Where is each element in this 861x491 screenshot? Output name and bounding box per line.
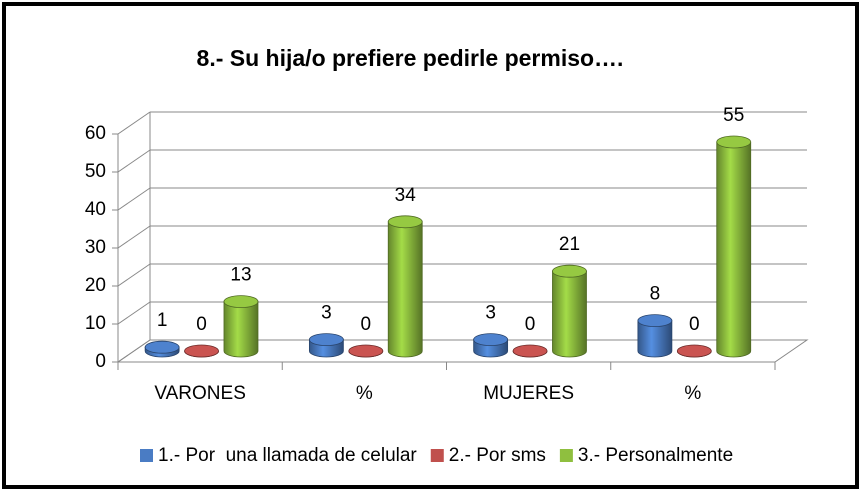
cylinder [308, 333, 344, 358]
x-tick-label: VARONES [154, 383, 246, 404]
cylinder [348, 344, 384, 358]
cylinder [716, 135, 752, 358]
data-label: 21 [559, 234, 580, 255]
data-label: 3 [485, 303, 496, 324]
cylinder [144, 340, 180, 358]
legend-label: 1.- Por una llamada de celular [158, 445, 417, 466]
data-label: 0 [196, 314, 207, 335]
cylinder [473, 333, 509, 358]
cylinder-top [184, 344, 219, 358]
grid-line-side [117, 339, 151, 363]
cylinder-top [676, 344, 712, 358]
y-tick-label: 30 [85, 237, 106, 258]
data-label: 55 [723, 105, 744, 126]
cylinder [184, 344, 219, 358]
data-label: 34 [395, 185, 417, 206]
legend-swatch [559, 449, 573, 462]
cylinder-top [637, 314, 673, 328]
chart-title: 8.- Su hija/o prefiere pedirle permiso…. [197, 45, 624, 71]
legend-swatch [140, 449, 153, 462]
legend-swatch [430, 449, 444, 462]
grid-line-side [117, 187, 151, 211]
y-tick-label: 50 [85, 161, 106, 182]
data-label: 3 [321, 303, 332, 324]
cylinder [387, 215, 423, 358]
legend-label: 2.- Por sms [449, 445, 546, 466]
cylinder-body [223, 301, 259, 358]
cylinder-top [144, 340, 180, 354]
x-tick-label: % [684, 383, 701, 404]
grid-line-side [117, 263, 151, 287]
cylinder-top [552, 264, 587, 278]
cylinder-body [716, 141, 752, 358]
cylinder-top [512, 344, 548, 358]
y-tick-label: 10 [85, 313, 106, 334]
cylinder-body [637, 320, 673, 358]
y-tick-label: 20 [85, 275, 106, 296]
cylinder [223, 295, 259, 358]
data-label: 13 [230, 265, 251, 286]
cylinder-body [552, 270, 587, 358]
cylinder [512, 344, 548, 358]
y-tick-label: 60 [85, 123, 106, 144]
y-tick-label: 40 [85, 199, 106, 220]
grid-line-side [117, 225, 151, 249]
x-tick-label: % [356, 383, 373, 404]
legend-label: 3.- Personalmente [578, 445, 733, 466]
cylinder-top [473, 333, 509, 347]
cylinder-top [223, 295, 259, 309]
cylinder-top [348, 344, 384, 358]
cylinder [676, 344, 712, 358]
data-label: 0 [525, 314, 536, 335]
y-tick-label: 0 [95, 351, 106, 372]
data-label: 8 [650, 284, 661, 305]
grid-line-side [117, 111, 151, 135]
cylinder-top [716, 135, 752, 149]
x-tick-label: MUJERES [483, 383, 574, 404]
data-label: 1 [157, 310, 168, 331]
grid-line-side [117, 149, 151, 173]
data-label: 0 [689, 314, 700, 335]
cylinder-body [387, 221, 423, 358]
cylinder-top [387, 215, 423, 229]
cylinder-top [308, 333, 344, 347]
grid-line-side [117, 301, 151, 325]
cylinder [637, 314, 673, 358]
cylinder [552, 264, 587, 358]
data-label: 0 [361, 314, 372, 335]
